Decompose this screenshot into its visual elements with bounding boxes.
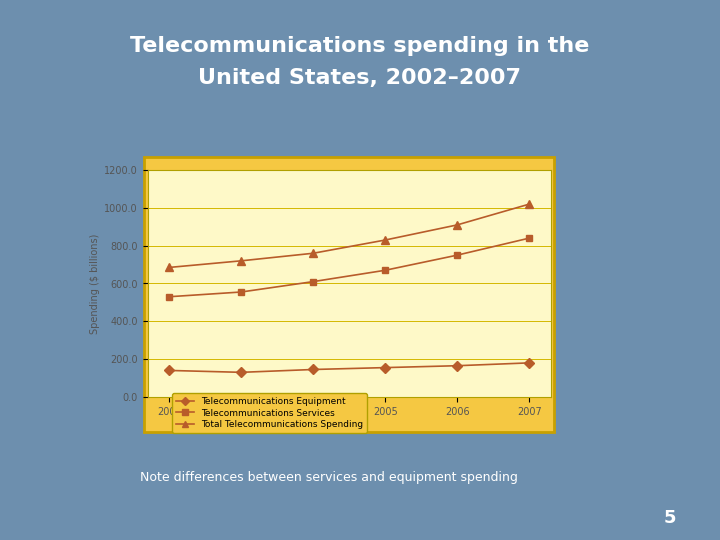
Line: Total Telecommunications Spending: Total Telecommunications Spending	[165, 200, 534, 272]
Telecommunications Equipment	[453, 362, 462, 369]
Telecommunications Equipment	[165, 367, 174, 374]
Text: Note differences between services and equipment spending: Note differences between services and eq…	[140, 471, 518, 484]
Text: 5: 5	[663, 509, 676, 528]
Telecommunications Equipment	[525, 360, 534, 366]
Total Telecommunications Spending	[165, 264, 174, 271]
Line: Telecommunications Equipment: Telecommunications Equipment	[166, 360, 533, 376]
Legend: Telecommunications Equipment, Telecommunications Services, Total Telecommunicati: Telecommunications Equipment, Telecommun…	[172, 393, 367, 433]
Telecommunications Services	[165, 293, 174, 300]
Line: Telecommunications Services: Telecommunications Services	[166, 235, 533, 300]
Total Telecommunications Spending	[237, 258, 246, 264]
Total Telecommunications Spending	[453, 221, 462, 228]
Telecommunications Services	[525, 235, 534, 241]
Telecommunications Equipment	[237, 369, 246, 376]
Telecommunications Services	[237, 289, 246, 295]
Y-axis label: Spending ($ billions): Spending ($ billions)	[90, 233, 100, 334]
Telecommunications Services	[381, 267, 390, 273]
Text: Telecommunications spending in the: Telecommunications spending in the	[130, 36, 590, 56]
Text: United States, 2002–2007: United States, 2002–2007	[199, 68, 521, 89]
Telecommunications Services	[309, 278, 318, 285]
Telecommunications Equipment	[309, 366, 318, 373]
Total Telecommunications Spending	[525, 201, 534, 207]
Total Telecommunications Spending	[381, 237, 390, 243]
Total Telecommunications Spending	[309, 250, 318, 256]
Telecommunications Services	[453, 252, 462, 258]
Telecommunications Equipment	[381, 364, 390, 371]
